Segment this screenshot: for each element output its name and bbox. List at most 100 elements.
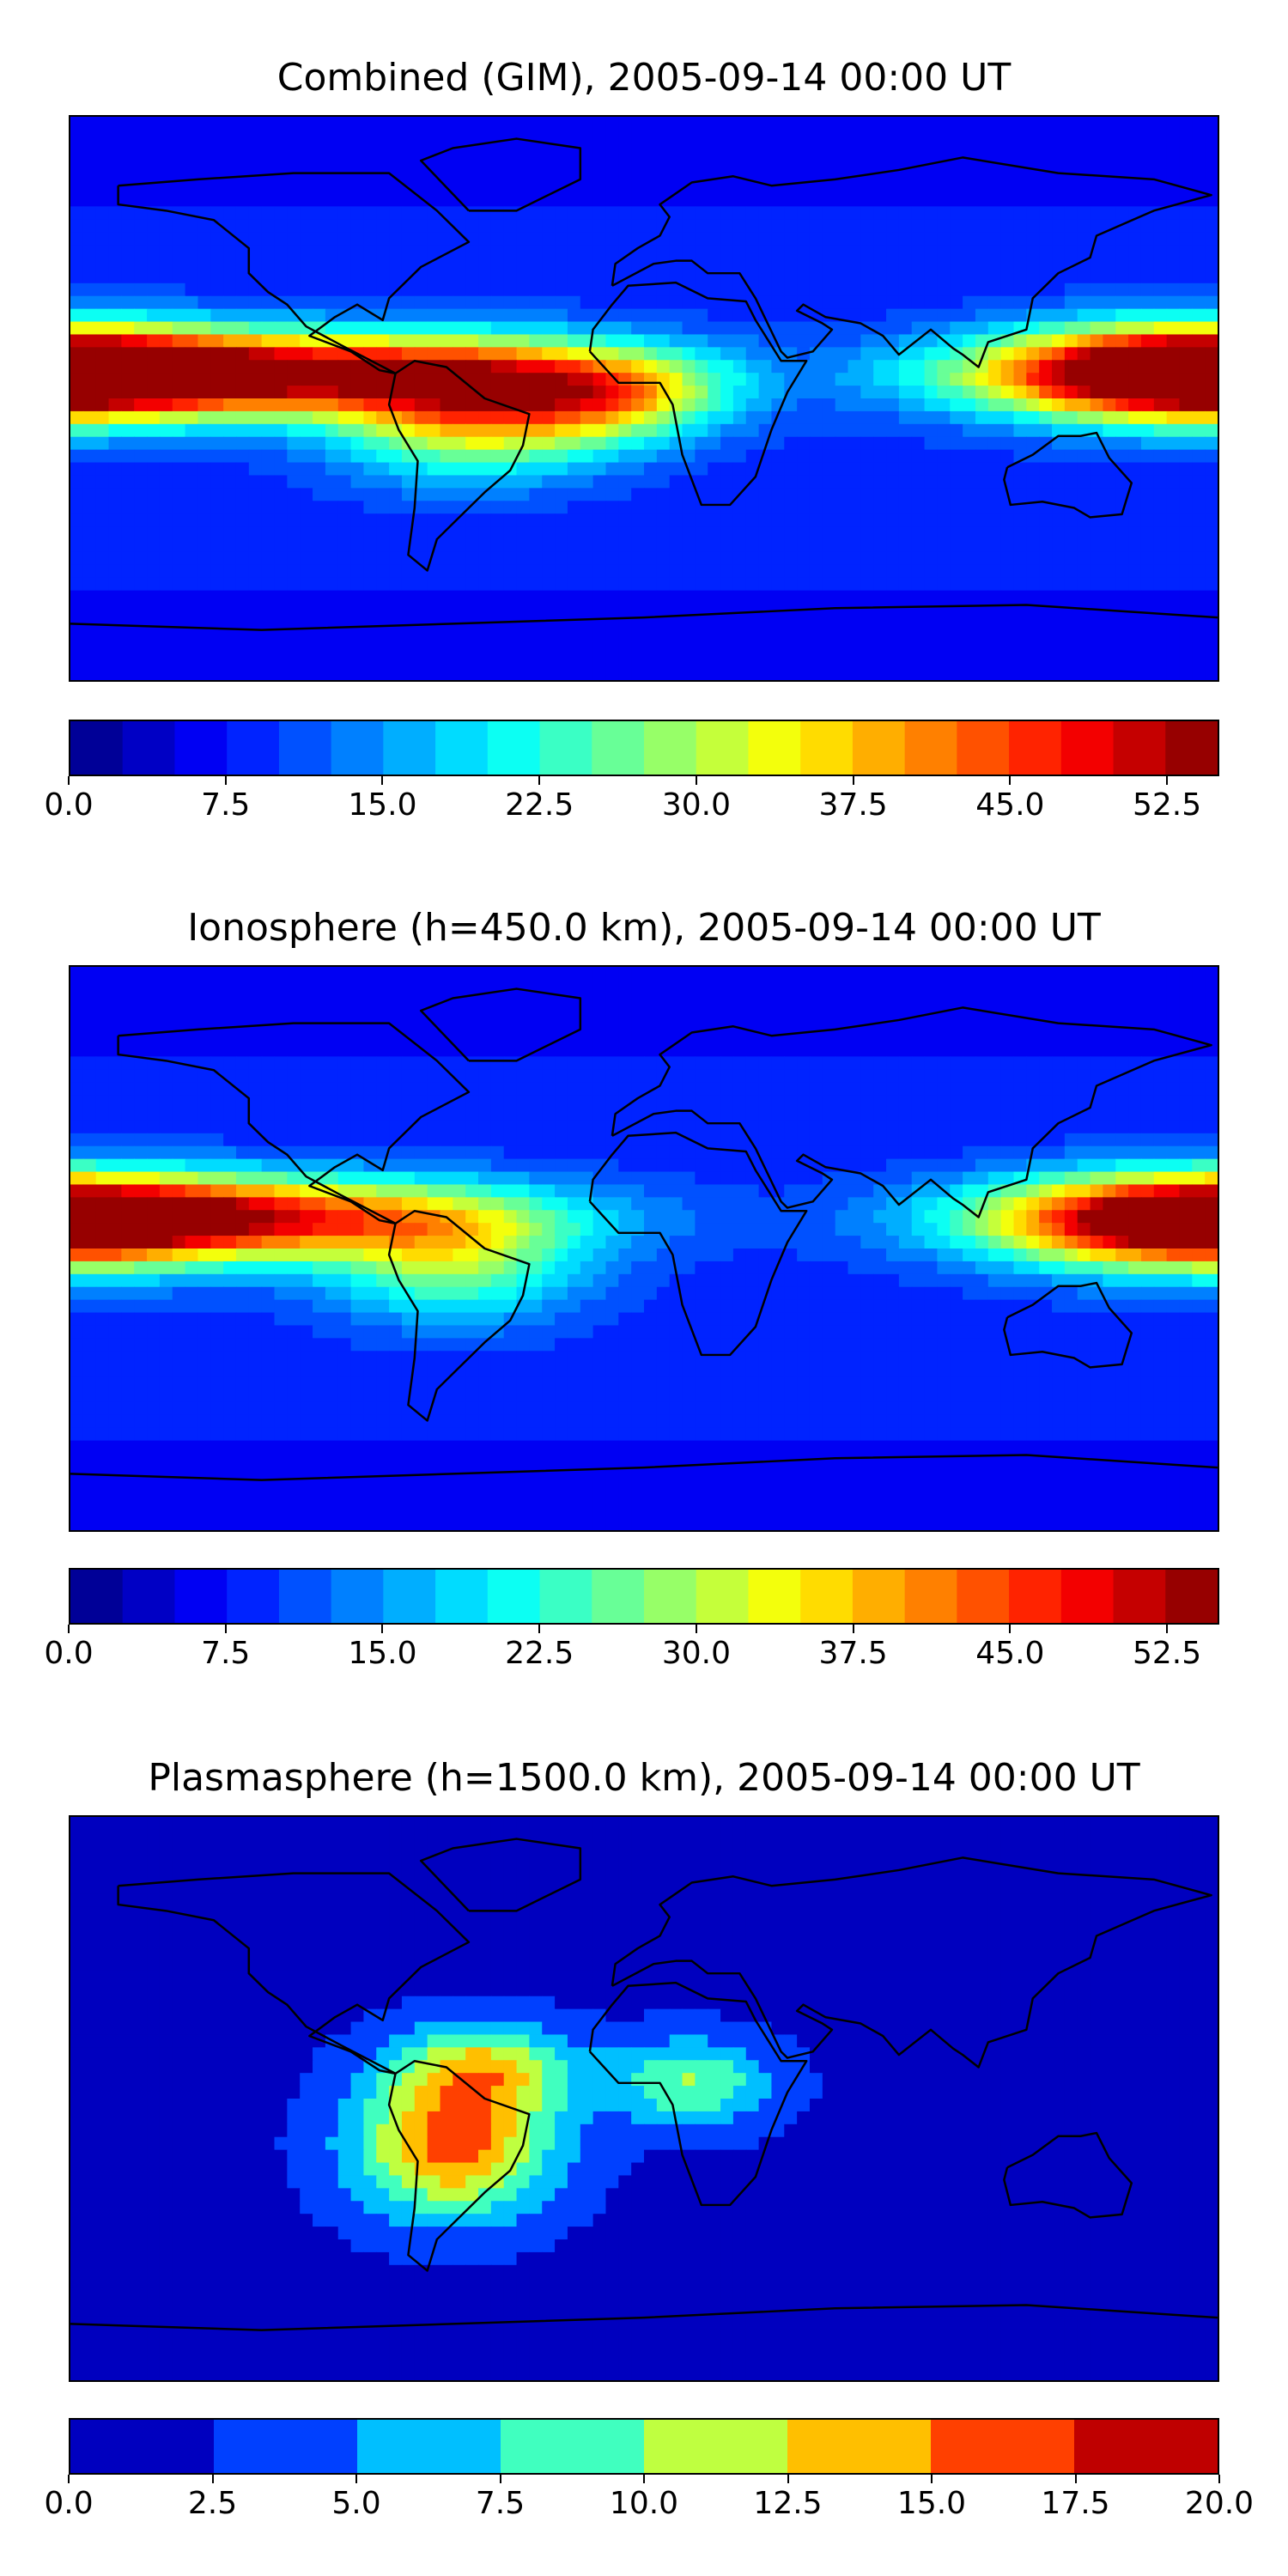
heatmap-cell (1039, 347, 1053, 361)
heatmap-cell (414, 283, 428, 297)
heatmap-cell (95, 232, 110, 246)
heatmap-cell (300, 1005, 313, 1019)
heatmap-cell (337, 449, 352, 464)
heatmap-cell (555, 488, 568, 501)
heatmap-cell (478, 449, 492, 464)
heatmap-cell (542, 321, 556, 336)
heatmap-cell (1064, 334, 1078, 348)
heatmap-cell (465, 321, 479, 336)
heatmap-cell (745, 180, 760, 195)
heatmap-cell (95, 1056, 110, 1070)
heatmap-cell (389, 551, 403, 566)
heatmap-cell (440, 616, 453, 629)
heatmap-cell (325, 308, 339, 323)
heatmap-cell (924, 462, 939, 477)
heatmap-cell (261, 258, 276, 271)
heatmap-cell (580, 590, 594, 605)
heatmap-cell (924, 232, 939, 246)
heatmap-cell (542, 180, 556, 195)
heatmap-cell (1205, 1069, 1218, 1083)
heatmap-cell (848, 667, 861, 680)
heatmap-cell (274, 488, 288, 501)
heatmap-cell (873, 1082, 887, 1096)
heatmap-cell (924, 1069, 939, 1083)
heatmap-cell (300, 155, 313, 169)
heatmap-cell (1140, 295, 1155, 310)
heatmap-cell (1166, 979, 1181, 993)
heatmap-cell (313, 219, 326, 233)
heatmap-cell (1153, 1018, 1168, 1032)
heatmap-cell (873, 258, 887, 271)
heatmap-cell (490, 526, 505, 540)
heatmap-cell (580, 551, 594, 566)
heatmap-cell (1052, 117, 1066, 131)
heatmap-cell (503, 206, 518, 220)
heatmap-cell (963, 1030, 976, 1045)
heatmap-cell (822, 1005, 836, 1019)
heatmap-cell (822, 270, 836, 284)
heatmap-cell (720, 616, 734, 629)
heatmap-cell (1153, 436, 1168, 451)
colorbar-tick (224, 776, 227, 785)
heatmap-cell (580, 462, 594, 477)
heatmap-cell (695, 193, 708, 207)
heatmap-cell (274, 654, 288, 668)
heatmap-cell (592, 1018, 607, 1032)
heatmap-cell (223, 1030, 237, 1045)
heatmap-cell (1090, 967, 1103, 981)
heatmap-cell (261, 142, 276, 156)
heatmap-cell (1179, 979, 1193, 993)
heatmap-cell (771, 551, 785, 566)
heatmap-cell (708, 347, 721, 361)
heatmap-cell (771, 219, 785, 233)
heatmap-cell (363, 373, 377, 386)
heatmap-cell (108, 167, 122, 182)
heatmap-cell (592, 449, 607, 464)
heatmap-cell (924, 180, 939, 195)
heatmap-cell (325, 1030, 339, 1045)
heatmap-cell (325, 590, 339, 605)
heatmap-cell (1090, 501, 1103, 514)
heatmap-cell (1052, 526, 1066, 540)
heatmap-cell (210, 232, 224, 246)
heatmap-cell (631, 1018, 645, 1032)
heatmap-cell (1064, 1056, 1078, 1070)
heatmap-cell (300, 167, 313, 182)
heatmap-cell (1128, 654, 1142, 668)
heatmap-cell (185, 334, 199, 348)
heatmap-cell (147, 1095, 161, 1109)
heatmap-cell (567, 321, 581, 336)
heatmap-cell (1140, 180, 1155, 195)
heatmap-cell (1077, 308, 1091, 323)
heatmap-cell (809, 992, 823, 1006)
heatmap-cell (134, 979, 148, 993)
heatmap-cell (376, 1018, 390, 1032)
heatmap-cell (1115, 117, 1129, 131)
heatmap-cell (516, 654, 530, 668)
heatmap-cell (82, 539, 97, 553)
heatmap-cell (350, 167, 365, 182)
heatmap-cell (809, 475, 823, 489)
heatmap-cell (1013, 1018, 1027, 1032)
heatmap-cell (822, 410, 836, 425)
heatmap-cell (197, 270, 211, 284)
heatmap-cell (440, 308, 453, 323)
heatmap-cell (490, 1082, 505, 1096)
heatmap-cell (172, 1005, 186, 1019)
heatmap-cell (975, 386, 989, 399)
heatmap-cell (185, 967, 199, 981)
heatmap-cell (708, 501, 721, 514)
heatmap-cell (503, 142, 518, 156)
heatmap-cell (172, 475, 186, 489)
heatmap-cell (567, 462, 581, 477)
heatmap-cell (185, 641, 199, 655)
heatmap-cell (82, 117, 97, 131)
heatmap-cell (287, 206, 301, 220)
heatmap-cell (708, 321, 721, 336)
heatmap-cell (873, 398, 887, 412)
heatmap-cell (1000, 513, 1015, 527)
heatmap-cell (911, 526, 926, 540)
heatmap-cell (478, 551, 492, 566)
heatmap-cell (414, 577, 428, 592)
heatmap-cell (235, 590, 250, 605)
